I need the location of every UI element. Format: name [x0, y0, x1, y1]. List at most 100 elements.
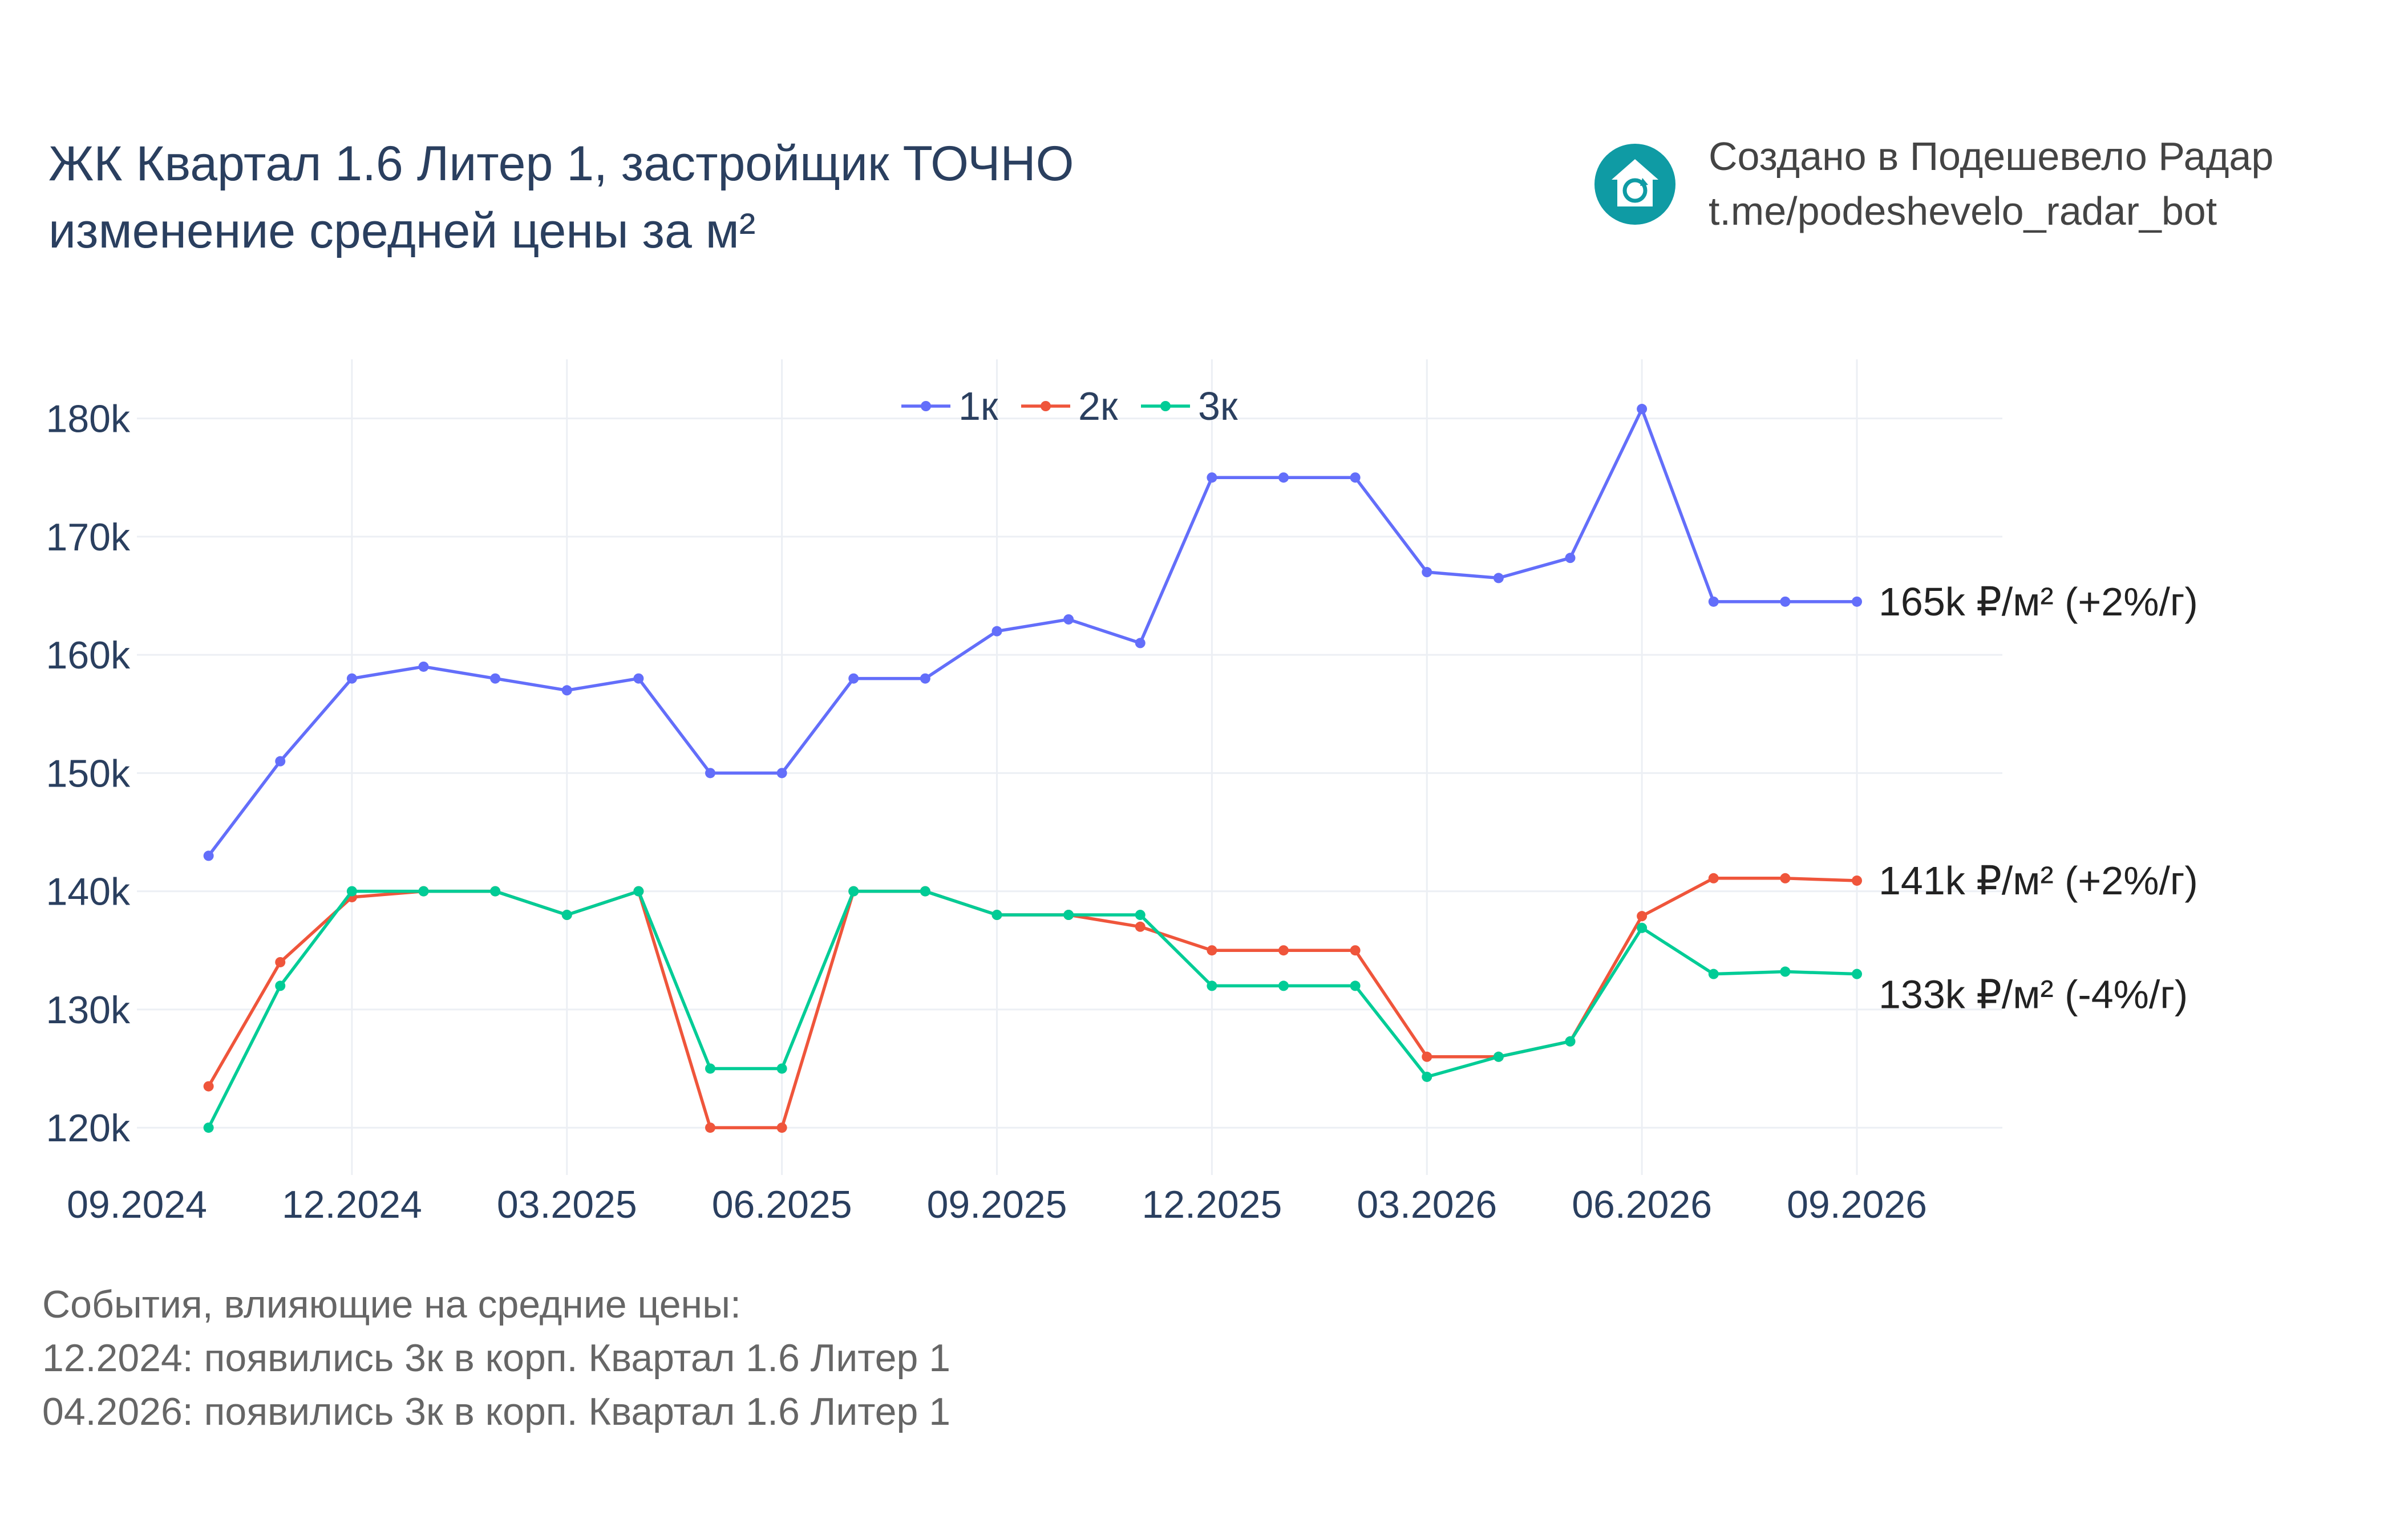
x-tick-label: 03.2025	[497, 1183, 637, 1226]
x-tick-label: 06.2025	[712, 1183, 852, 1226]
data-point	[1565, 553, 1576, 564]
data-point	[991, 910, 1002, 921]
data-point	[1063, 614, 1074, 625]
x-tick-label: 06.2026	[1572, 1183, 1712, 1226]
series-2	[203, 873, 1862, 1133]
series-3	[203, 886, 1862, 1133]
data-point	[275, 957, 286, 967]
data-point	[1135, 910, 1146, 921]
data-point	[1207, 945, 1217, 956]
legend-item[interactable]: 3к	[1141, 384, 1238, 428]
legend-item[interactable]: 1к	[901, 384, 998, 428]
y-tick-label: 180k	[46, 398, 131, 441]
events-heading: События, влияющие на средние цены:	[42, 1283, 741, 1326]
legend-item[interactable]: 2к	[1021, 384, 1118, 428]
x-tick-label: 12.2024	[282, 1183, 422, 1226]
data-point	[1493, 1051, 1504, 1062]
data-point	[1422, 567, 1432, 578]
end-label: 165k ₽/м² (+2%/г)	[1879, 579, 2198, 624]
legend-marker	[1041, 401, 1051, 411]
data-point	[1350, 980, 1361, 991]
data-point	[1708, 596, 1719, 607]
end-label: 141k ₽/м² (+2%/г)	[1879, 858, 2198, 903]
data-point	[633, 886, 644, 897]
data-point	[1708, 873, 1719, 884]
events-note: События, влияющие на средние цены: 12.20…	[42, 1278, 950, 1438]
data-point	[561, 685, 572, 696]
x-axis-ticks: 09.2024 12.2024 03.2025 06.2025 09.2025 12.20…	[67, 1183, 1927, 1226]
series-lines	[203, 404, 1862, 1133]
data-point	[705, 1063, 715, 1074]
title-line-1: ЖК Квартал 1.6 Литер 1, застройщик ТОЧНО	[48, 136, 1074, 191]
data-point	[1135, 921, 1146, 932]
data-point	[920, 886, 930, 897]
x-tick-label: 09.2024	[67, 1183, 207, 1226]
event-item-1: 12.2024: появились 3к в корп. Квартал 1.…	[42, 1336, 951, 1380]
data-point	[203, 850, 214, 861]
legend-label: 1к	[958, 384, 998, 428]
data-point	[1207, 472, 1217, 483]
data-point	[561, 910, 572, 921]
data-point	[1278, 472, 1289, 483]
data-point	[203, 1081, 214, 1092]
data-point	[490, 886, 501, 897]
data-point	[1493, 573, 1504, 583]
grid	[137, 359, 2002, 1175]
y-tick-label: 120k	[46, 1107, 131, 1150]
data-point	[1780, 873, 1791, 884]
data-point	[848, 673, 859, 684]
data-point	[1422, 1071, 1432, 1082]
data-point	[1708, 968, 1719, 979]
data-point	[275, 980, 286, 991]
y-tick-label: 160k	[46, 634, 131, 677]
y-axis-ticks: 120k 130k 140k 150k 160k 170k 180k	[46, 398, 131, 1150]
x-tick-label: 09.2025	[927, 1183, 1067, 1226]
series-line	[207, 889, 1857, 1129]
data-point	[705, 1122, 715, 1133]
data-point	[1780, 596, 1791, 607]
data-point	[1422, 1051, 1432, 1062]
brand-text: Создано в Подешевело Радар t.me/podeshev…	[1709, 129, 2273, 238]
data-point	[705, 768, 715, 779]
data-point	[346, 673, 357, 684]
y-tick-label: 130k	[46, 988, 131, 1032]
data-point	[1278, 980, 1289, 991]
x-tick-label: 09.2026	[1787, 1183, 1927, 1226]
legend-label: 3к	[1198, 384, 1238, 428]
data-point	[920, 673, 930, 684]
data-point	[275, 756, 286, 767]
chart-title: ЖК Квартал 1.6 Литер 1, застройщик ТОЧНО…	[48, 130, 1074, 265]
series-line	[207, 407, 1857, 857]
data-point	[776, 1122, 787, 1133]
legend-marker	[921, 401, 931, 411]
data-point	[1852, 596, 1862, 607]
event-item-2: 04.2026: появились 3к в корп. Квартал 1.…	[42, 1390, 951, 1433]
x-tick-label: 03.2026	[1357, 1183, 1497, 1226]
data-point	[776, 1063, 787, 1074]
data-point	[1637, 922, 1648, 933]
data-point	[1637, 911, 1648, 922]
data-point	[418, 886, 429, 897]
brand-link[interactable]: t.me/podeshevelo_radar_bot	[1709, 189, 2217, 233]
end-labels: 165k ₽/м² (+2%/г) 141k ₽/м² (+2%/г) 133k ₽…	[1879, 579, 2198, 1017]
data-point	[991, 626, 1002, 637]
data-point	[203, 1122, 214, 1133]
data-point	[776, 768, 787, 779]
y-tick-label: 140k	[46, 870, 131, 914]
end-label: 133k ₽/м² (-4%/г)	[1879, 972, 2188, 1017]
data-point	[1063, 910, 1074, 921]
data-point	[490, 673, 501, 684]
data-point	[1135, 638, 1146, 649]
brand-line-1: Создано в Подешевело Радар	[1709, 134, 2274, 179]
data-point	[1350, 472, 1361, 483]
data-point	[1780, 966, 1791, 977]
data-point	[848, 886, 859, 897]
title-line-2: изменение средней цены за м²	[48, 204, 756, 258]
legend-marker	[1160, 401, 1171, 411]
series-1	[203, 404, 1862, 861]
data-point	[633, 673, 644, 684]
data-point	[1852, 875, 1862, 886]
data-point	[1565, 1036, 1576, 1047]
legend: 1к 2к 3к	[901, 384, 1238, 428]
